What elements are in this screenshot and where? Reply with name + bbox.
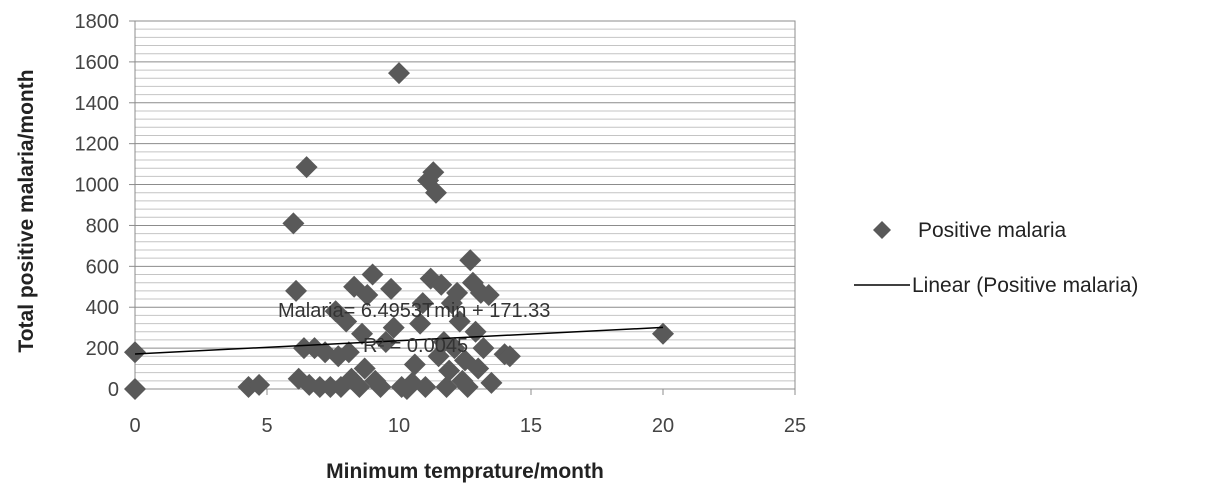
data-point xyxy=(448,310,471,333)
data-point xyxy=(446,281,469,304)
data-point xyxy=(382,316,405,339)
data-point xyxy=(124,341,146,364)
data-point xyxy=(480,371,503,394)
data-point xyxy=(443,337,466,360)
data-point xyxy=(472,337,495,360)
x-tick-label: 25 xyxy=(784,415,806,437)
x-tick-label: 5 xyxy=(261,415,272,437)
x-axis-ticks: 0 5 10 15 20 25 xyxy=(129,389,806,437)
data-point xyxy=(369,375,392,398)
data-point xyxy=(477,283,500,306)
y-axis-title: Total positive malaria/month xyxy=(15,69,38,352)
y-tick-label: 1000 xyxy=(75,175,120,197)
data-point xyxy=(498,345,521,368)
data-point xyxy=(430,273,453,296)
data-point xyxy=(337,341,360,364)
trendline xyxy=(134,326,664,355)
legend-trend-label: Linear (Positive malaria) xyxy=(912,274,1138,297)
x-tick-label: 20 xyxy=(652,415,674,437)
x-tick-label: 15 xyxy=(520,415,542,437)
data-point xyxy=(361,263,384,286)
data-point xyxy=(424,181,447,204)
data-point xyxy=(467,357,490,380)
data-point xyxy=(456,375,479,398)
data-point xyxy=(459,249,482,272)
plot-background xyxy=(135,21,795,389)
legend-series-marker xyxy=(873,221,891,239)
data-point xyxy=(438,359,461,382)
y-tick-label: 1800 xyxy=(75,11,120,33)
data-points xyxy=(124,62,674,400)
plot-area: 0 200 400 600 800 1000 1200 1400 1600 1800 0 5 10 15… xyxy=(75,11,807,437)
data-point xyxy=(414,375,437,398)
data-point xyxy=(335,310,358,333)
y-tick-label: 600 xyxy=(86,256,119,278)
y-tick-label: 200 xyxy=(86,338,119,360)
x-tick-label: 10 xyxy=(388,415,410,437)
data-point xyxy=(403,353,426,376)
y-tick-label: 1400 xyxy=(75,93,120,115)
data-point xyxy=(248,373,271,396)
legend: Positive malaria Linear (Positive malari… xyxy=(854,219,1138,297)
y-tick-label: 800 xyxy=(86,215,119,237)
data-point xyxy=(409,312,432,335)
data-point xyxy=(124,378,146,400)
y-tick-label: 0 xyxy=(108,379,119,401)
data-point xyxy=(422,161,445,184)
x-axis-title: Minimum temprature/month xyxy=(326,460,604,483)
data-point xyxy=(380,277,403,300)
y-axis-ticks: 0 200 400 600 800 1000 1200 1400 1600 1800 xyxy=(75,11,135,401)
y-tick-label: 400 xyxy=(86,297,119,319)
x-tick-label: 0 xyxy=(129,415,140,437)
y-tick-label: 1200 xyxy=(75,134,120,156)
data-point xyxy=(351,322,374,345)
legend-series-label: Positive malaria xyxy=(918,219,1067,242)
trendline-equation: Malaria= 6.4953Tmin + 171.33 xyxy=(278,300,550,322)
data-point xyxy=(388,62,410,85)
data-point xyxy=(353,357,376,380)
y-tick-label: 1600 xyxy=(75,52,120,74)
data-point xyxy=(295,156,318,179)
data-point xyxy=(282,212,305,235)
data-point xyxy=(356,283,379,306)
data-point xyxy=(285,279,308,302)
trendline-r-squared: R² = 0.0045 xyxy=(363,335,468,357)
data-point xyxy=(411,292,434,315)
